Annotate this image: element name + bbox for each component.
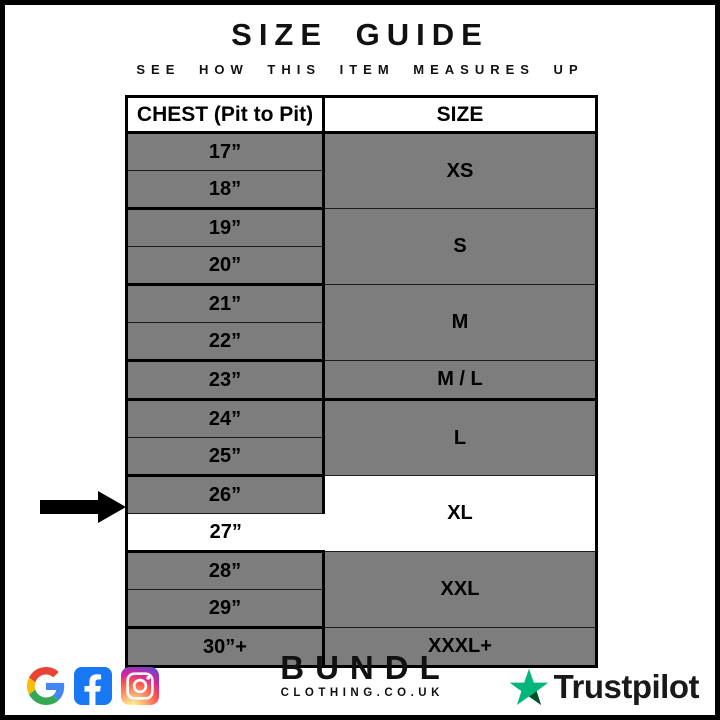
size-table-body: 17” XS 18” 19” S 20” 21” M 22” 23” M / L 24” L 25” 26”… (126, 132, 597, 668)
size-cell: M (323, 284, 597, 361)
trustpilot-logo[interactable]: Trustpilot (509, 668, 700, 706)
brand-domain: CLOTHING.CO.UK (280, 686, 444, 699)
chest-cell: 28” (126, 551, 325, 590)
table-row: 26” XL (126, 475, 597, 552)
brand-name: BUNDL (280, 649, 451, 686)
chest-cell: 25” (126, 437, 325, 477)
trustpilot-star-icon (509, 668, 548, 705)
row-pointer-arrow-icon (40, 491, 126, 523)
table-row: 30”+ XXXL+ (126, 627, 597, 668)
table-row: 18” (126, 170, 597, 210)
page-title: SIZE GUIDE (231, 17, 489, 52)
chest-cell: 20” (126, 246, 325, 286)
table-row: 28” XXL (126, 551, 597, 628)
size-cell: XXL (323, 551, 597, 628)
chest-cell: 26” (126, 475, 325, 514)
table-header-row: CHEST (Pit to Pit) SIZE (126, 96, 597, 134)
size-cell: XS (323, 132, 597, 209)
chest-cell: 30”+ (126, 627, 325, 668)
chest-cell: 23” (126, 360, 325, 401)
chest-cell: 22” (126, 322, 325, 362)
table-row: 23” M / L (126, 360, 597, 401)
table-row: 20” (126, 246, 597, 286)
table-row: 24” L (126, 399, 597, 476)
chest-cell: 27” (126, 513, 324, 553)
table-row: 27” (126, 513, 597, 553)
instagram-icon[interactable] (121, 667, 159, 705)
trustpilot-label: Trustpilot (553, 668, 700, 705)
chest-column-header: CHEST (Pit to Pit) (126, 96, 325, 134)
size-column-header: SIZE (323, 96, 597, 134)
table-row: 22” (126, 322, 597, 362)
facebook-icon[interactable] (74, 667, 112, 705)
size-guide-table: CHEST (Pit to Pit) SIZE 17” XS 18” 19” S 20” 2… (125, 95, 598, 668)
size-cell: XL (323, 475, 597, 552)
table-row: 29” (126, 589, 597, 629)
table-row: 17” XS (126, 132, 597, 209)
chest-cell: 18” (126, 170, 325, 210)
chest-cell: 24” (126, 399, 325, 438)
social-icons (27, 667, 159, 705)
chest-cell: 19” (126, 208, 325, 247)
google-icon[interactable] (27, 667, 65, 705)
brand-logo: BUNDL CLOTHING.CO.UK (5, 649, 715, 699)
size-cell: L (323, 399, 597, 476)
size-cell: M / L (323, 360, 597, 401)
page-subtitle: SEE HOW THIS ITEM MEASURES UP (136, 62, 584, 77)
chest-cell: 29” (126, 589, 325, 629)
chest-cell: 17” (126, 132, 325, 171)
table-row: 25” (126, 437, 597, 477)
chest-cell: 21” (126, 284, 325, 323)
size-cell: XXXL+ (323, 627, 597, 668)
size-cell: S (323, 208, 597, 285)
table-row: 19” S (126, 208, 597, 285)
table-row: 21” M (126, 284, 597, 361)
